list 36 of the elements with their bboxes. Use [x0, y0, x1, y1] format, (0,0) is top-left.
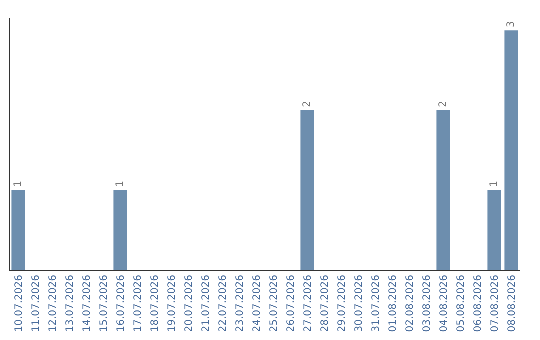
- x-tick-label: 05.08.2026: [456, 275, 467, 332]
- x-tick-label: 17.07.2026: [132, 275, 144, 332]
- x-tick-label: 21.07.2026: [200, 275, 212, 332]
- data-label: 3: [506, 21, 517, 28]
- x-tick-label: 06.08.2026: [472, 275, 484, 332]
- x-tick-label: 29.07.2026: [336, 275, 348, 332]
- x-tick-label: 15.07.2026: [98, 275, 110, 332]
- x-tick-label: 27.07.2026: [302, 275, 314, 332]
- x-tick-label: 13.07.2026: [64, 275, 76, 332]
- data-label: 1: [489, 180, 500, 188]
- x-tick-label: 03.08.2026: [422, 275, 433, 332]
- x-tick-label: 12.07.2026: [48, 275, 59, 332]
- data-label: 2: [302, 101, 313, 108]
- data-label: 2: [438, 101, 449, 108]
- x-tick-label: 26.07.2026: [286, 275, 297, 332]
- x-tick-label: 02.08.2026: [404, 275, 416, 332]
- x-tick-label: 25.07.2026: [268, 275, 280, 332]
- x-tick-label: 20.07.2026: [184, 275, 195, 332]
- x-tick-label: 10.07.2026: [14, 275, 25, 332]
- x-tick-label: 22.07.2026: [218, 275, 229, 332]
- data-label: 1: [13, 180, 24, 188]
- x-tick-label: 11.07.2026: [30, 275, 42, 332]
- x-tick-label: 08.08.2026: [506, 275, 518, 332]
- x-tick-label: 31.07.2026: [370, 275, 382, 332]
- x-tick-label: 18.07.2026: [150, 275, 161, 332]
- x-tick-label: 14.07.2026: [82, 275, 93, 332]
- data-label: 1: [115, 180, 126, 188]
- x-tick-label: 23.07.2026: [234, 275, 246, 332]
- x-tick-label: 30.07.2026: [354, 275, 365, 332]
- x-tick-label: 01.08.2026: [388, 275, 399, 332]
- x-tick-label: 28.07.2026: [320, 275, 331, 332]
- x-tick-label: 04.08.2026: [438, 275, 450, 332]
- x-tick-label: 24.07.2026: [252, 275, 263, 332]
- x-tick-label: 16.07.2026: [116, 275, 127, 332]
- x-tick-label: 07.08.2026: [490, 275, 501, 332]
- x-tick-label: 19.07.2026: [166, 275, 178, 332]
